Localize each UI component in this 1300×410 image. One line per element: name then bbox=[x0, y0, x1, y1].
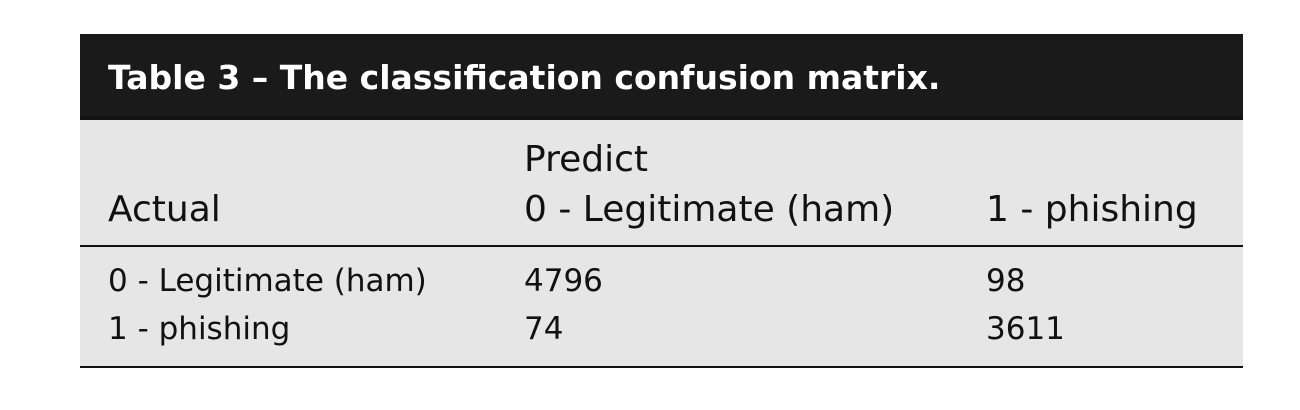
header-actual: Actual bbox=[108, 189, 221, 230]
cell-legitimate: 4796 bbox=[524, 263, 603, 299]
row-label: 1 - phishing bbox=[108, 311, 291, 347]
cell-phishing: 3611 bbox=[986, 311, 1065, 347]
row-label: 0 - Legitimate (ham) bbox=[108, 263, 427, 299]
cell-legitimate: 74 bbox=[524, 311, 564, 347]
header-phishing: 1 - phishing bbox=[986, 189, 1198, 230]
table-body: Predict Actual 0 - Legitimate (ham) 1 - … bbox=[80, 120, 1243, 368]
header-rule bbox=[80, 245, 1243, 247]
header-legitimate: 0 - Legitimate (ham) bbox=[524, 189, 895, 230]
table-caption: Table 3 – The classification confusion m… bbox=[80, 34, 1243, 120]
cell-phishing: 98 bbox=[986, 263, 1026, 299]
bottom-rule bbox=[80, 366, 1243, 368]
confusion-matrix-table: Table 3 – The classification confusion m… bbox=[80, 34, 1243, 368]
predict-label: Predict bbox=[524, 139, 648, 180]
